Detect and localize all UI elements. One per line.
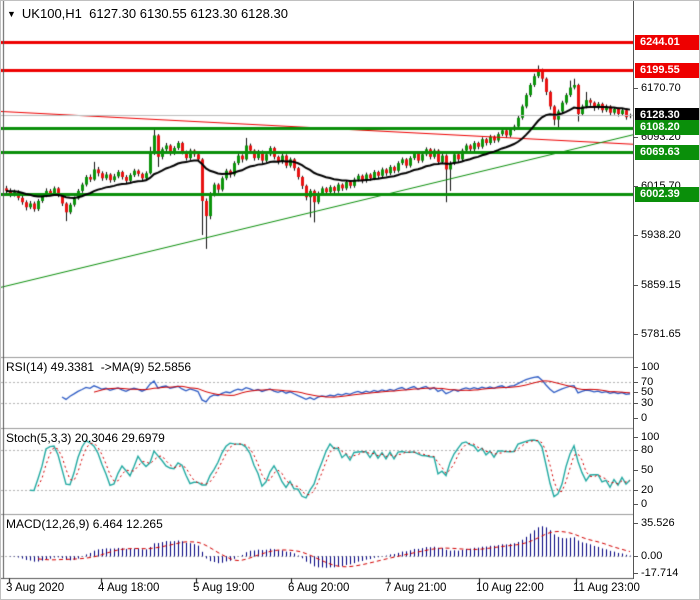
indicator-tick-label: 100 (641, 431, 660, 443)
axis-tick-mark (634, 392, 638, 393)
axis-tick-mark (634, 418, 638, 419)
indicator-tick-label: 0.00 (641, 550, 663, 562)
indicator-tick-label: 70 (641, 376, 654, 388)
price-tick-label: 6170.70 (641, 82, 681, 94)
axis-tick-mark (634, 573, 638, 574)
symbol-period-label: UK100,H1 (21, 6, 82, 21)
axis-tick-mark (634, 437, 638, 438)
stoch-indicator-title: Stoch(5,3,3) 20.3046 29.6979 (6, 431, 165, 445)
axis-tick-mark (634, 556, 638, 557)
axis-tick-mark (634, 450, 638, 451)
price-chart-canvas[interactable] (1, 1, 633, 599)
price-tick-label: 5938.20 (641, 229, 681, 241)
indicator-tick-label: 0 (641, 498, 648, 510)
macd-indicator-title: MACD(12,26,9) 6.464 12.265 (6, 517, 163, 531)
indicator-tick-label: 50 (641, 386, 654, 398)
axis-tick-mark (634, 470, 638, 471)
axis-tick-mark (634, 137, 638, 138)
price-level-badge: 6199.55 (635, 63, 699, 78)
axis-tick-mark (634, 382, 638, 383)
indicator-tick-label: 100 (641, 361, 660, 373)
axis-tick-mark (634, 490, 638, 491)
time-label: 5 Aug 19:00 (193, 582, 255, 594)
chart-title: ▼ UK100,H1 6127.30 6130.55 6123.30 6128.3… (7, 6, 288, 21)
time-label: 4 Aug 18:00 (98, 582, 160, 594)
price-level-badge: 6069.63 (635, 145, 699, 160)
indicator-tick-label: 20 (641, 484, 654, 496)
price-tick-label: 5781.65 (641, 328, 681, 340)
time-label: 6 Aug 20:00 (288, 582, 350, 594)
collapse-arrow-icon[interactable]: ▼ (7, 9, 16, 19)
indicator-tick-label: 0 (641, 412, 648, 424)
time-label: 3 Aug 2020 (6, 582, 65, 594)
indicator-tick-label: 30 (641, 397, 654, 409)
time-label: 7 Aug 21:00 (385, 582, 447, 594)
rsi-indicator-title: RSI(14) 49.3381 ->MA(9) 52.5856 (6, 360, 192, 374)
axis-tick-mark (634, 285, 638, 286)
indicator-tick-label: 80 (641, 444, 654, 456)
axis-tick-mark (634, 523, 638, 524)
time-scale[interactable]: 3 Aug 2020 4 Aug 18:00 5 Aug 19:00 6 Aug 20… (1, 579, 699, 599)
price-level-badge: 6244.01 (635, 35, 699, 50)
price-level-badge: 6002.39 (635, 187, 699, 202)
axis-tick-mark (634, 334, 638, 335)
axis-tick-mark (634, 403, 638, 404)
price-scale[interactable]: 6170.70 6093.20 6015.70 5938.20 5859.15 5781.… (633, 1, 699, 579)
axis-tick-mark (634, 235, 638, 236)
axis-tick-mark (634, 504, 638, 505)
axis-tick-mark (634, 88, 638, 89)
indicator-tick-label: -17.714 (641, 567, 679, 579)
price-level-badge: 6108.20 (635, 120, 699, 135)
indicator-tick-label: 35.526 (641, 517, 675, 529)
axis-tick-mark (634, 186, 638, 187)
indicator-tick-label: 50 (641, 464, 654, 476)
axis-tick-mark (634, 367, 638, 368)
price-level-badge: 6128.30 (635, 108, 699, 123)
time-label: 11 Aug 23:00 (573, 582, 640, 594)
time-label: 10 Aug 22:00 (476, 582, 544, 594)
ohlc-values: 6127.30 6130.55 6123.30 6128.30 (89, 6, 288, 21)
price-tick-label: 5859.15 (641, 279, 681, 291)
